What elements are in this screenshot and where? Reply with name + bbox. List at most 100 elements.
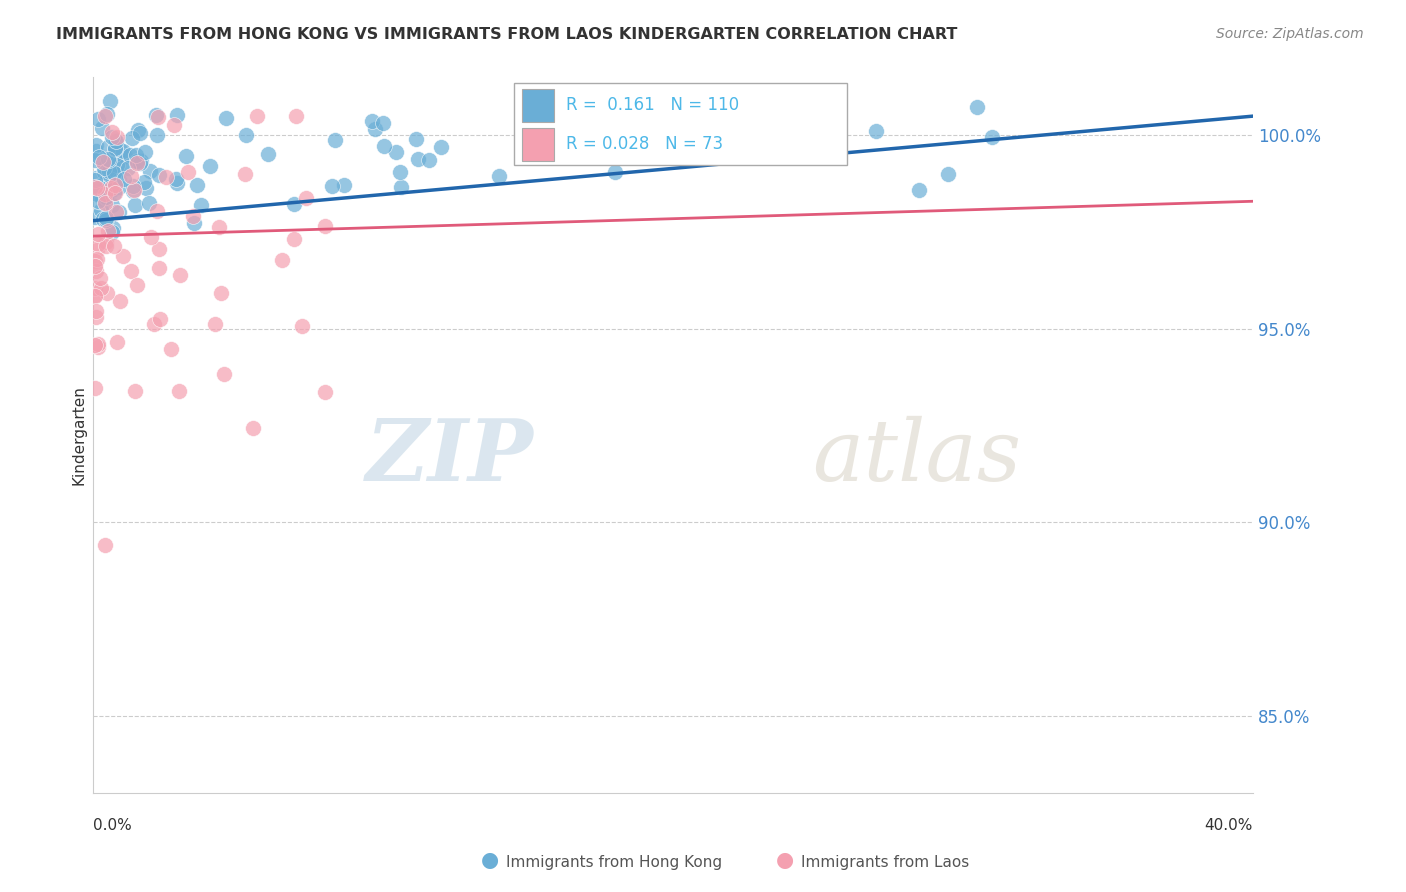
Point [149, 311, 172, 326]
Point [84, 173, 107, 187]
Text: atlas: atlas [813, 416, 1021, 499]
Point [125, 156, 148, 170]
Point [155, 170, 177, 185]
Point [83, 287, 105, 301]
FancyBboxPatch shape [522, 89, 554, 122]
Point [125, 278, 148, 293]
Point [93, 165, 115, 179]
Point [87, 337, 110, 351]
Point [142, 317, 165, 331]
Text: Immigrants from Laos: Immigrants from Laos [801, 855, 970, 870]
Point [321, 179, 343, 194]
Point [204, 317, 226, 331]
Point [93, 154, 115, 169]
Point [100, 125, 122, 139]
Point [283, 196, 305, 211]
Point [122, 179, 145, 194]
Point [373, 139, 395, 153]
Point [283, 232, 305, 246]
Point [94, 187, 117, 202]
Point [87, 237, 110, 252]
Point [430, 140, 453, 154]
Point [87, 340, 110, 354]
Point [132, 175, 155, 189]
Point [89, 181, 111, 195]
Point [163, 118, 186, 132]
Point [91, 120, 114, 135]
Point [141, 230, 163, 244]
Point [87, 112, 110, 126]
Text: ●: ● [481, 850, 499, 870]
Point [908, 183, 931, 197]
Point [100, 183, 122, 197]
Point [405, 132, 427, 146]
Point [108, 143, 131, 157]
Point [101, 197, 124, 211]
Point [90, 192, 112, 206]
Point [122, 183, 145, 197]
Point [176, 165, 198, 179]
Point [212, 367, 235, 381]
Text: ZIP: ZIP [366, 415, 534, 499]
Point [97, 140, 120, 154]
Point [105, 134, 128, 148]
Point [103, 153, 125, 167]
Point [120, 148, 142, 162]
Point [87, 227, 110, 241]
Point [148, 168, 170, 182]
Point [104, 178, 127, 192]
Point [314, 219, 336, 234]
Point [89, 150, 111, 164]
Text: IMMIGRANTS FROM HONG KONG VS IMMIGRANTS FROM LAOS KINDERGARTEN CORRELATION CHART: IMMIGRANTS FROM HONG KONG VS IMMIGRANTS … [56, 27, 957, 42]
Point [364, 122, 387, 136]
Point [242, 420, 264, 434]
Point [291, 318, 314, 333]
Point [98, 185, 121, 199]
Point [314, 385, 336, 400]
Point [96, 107, 118, 121]
Point [138, 195, 160, 210]
Point [84, 144, 107, 158]
Point [104, 204, 127, 219]
Point [385, 145, 408, 159]
Point [101, 221, 124, 235]
Text: R = 0.028   N = 73: R = 0.028 N = 73 [565, 135, 723, 153]
Point [124, 198, 146, 212]
Point [103, 166, 125, 180]
Point [295, 191, 318, 205]
Point [83, 338, 105, 352]
Point [186, 178, 208, 192]
Point [966, 100, 988, 114]
Point [97, 152, 120, 166]
Point [94, 239, 117, 253]
Point [198, 159, 221, 173]
Point [84, 310, 107, 324]
Point [257, 147, 280, 161]
Point [603, 165, 626, 179]
Point [108, 293, 131, 308]
Point [86, 186, 108, 201]
Point [83, 281, 105, 295]
Point [215, 112, 238, 126]
Point [111, 144, 134, 158]
Point [87, 179, 110, 194]
Point [87, 194, 110, 208]
Point [124, 384, 146, 398]
Point [135, 181, 157, 195]
Point [94, 175, 117, 189]
Point [103, 186, 125, 200]
Point [108, 205, 131, 219]
Point [131, 153, 153, 168]
Point [183, 216, 205, 230]
Point [94, 190, 117, 204]
Point [83, 153, 105, 168]
Point [121, 130, 143, 145]
Point [110, 159, 132, 173]
Point [98, 153, 121, 168]
Point [389, 179, 412, 194]
Point [86, 304, 108, 318]
Point [165, 172, 187, 186]
Point [100, 181, 122, 195]
Text: 0.0%: 0.0% [93, 819, 132, 833]
Point [209, 285, 232, 300]
